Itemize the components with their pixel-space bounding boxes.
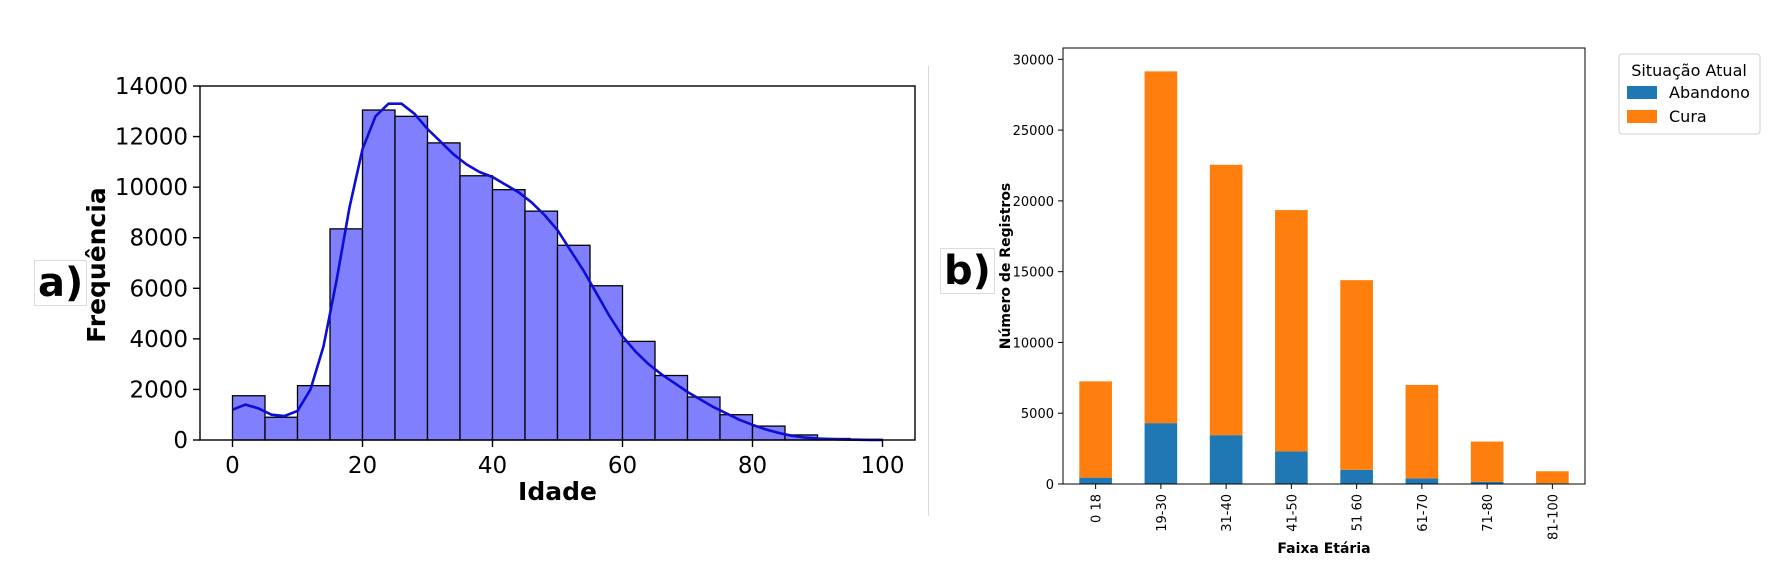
y-axis-title: Número de Registros — [998, 183, 1014, 350]
stacked-bar-cura — [1079, 381, 1112, 478]
y-tick-label: 8000 — [129, 226, 188, 252]
legend-label-cura: Cura — [1669, 107, 1707, 126]
x-tick-label: 80 — [738, 453, 767, 479]
x-tick-label: 71-80 — [1481, 494, 1496, 532]
x-tick-label: 100 — [861, 453, 905, 479]
x-tick-label: 0 18 — [1090, 494, 1105, 523]
stacked-bar-cura — [1470, 441, 1504, 482]
x-tick-label: 20 — [348, 453, 377, 479]
x-tick-label: 60 — [608, 453, 637, 479]
stacked-bar-cura — [1536, 471, 1569, 484]
y-tick-label: 15000 — [1013, 266, 1054, 281]
y-tick-label: 5000 — [1021, 407, 1054, 422]
stacked-bar-abandono — [1275, 451, 1308, 484]
y-tick-label: 0 — [173, 428, 188, 454]
stacked-bar-cura — [1209, 164, 1243, 436]
x-tick-label: 41-50 — [1285, 494, 1300, 532]
legend-title: Situação Atual — [1631, 61, 1747, 80]
x-tick-label: 40 — [478, 453, 507, 479]
legend-swatch-abandono — [1627, 86, 1657, 99]
stacked-bar-abandono — [1470, 481, 1504, 484]
kde-curve — [232, 102, 883, 442]
histogram-bar — [426, 142, 461, 441]
y-tick-label: 6000 — [129, 276, 188, 302]
y-tick-label: 12000 — [115, 125, 188, 151]
x-tick-label: 0 — [225, 453, 240, 479]
y-tick-label: 10000 — [115, 175, 188, 201]
stacked-bar-cura — [1144, 71, 1178, 424]
stacked-bar-abandono — [1079, 477, 1112, 484]
x-tick-label: 19-30 — [1155, 494, 1170, 532]
x-axis-title: Faixa Etária — [1277, 541, 1370, 557]
y-tick-label: 4000 — [129, 327, 188, 353]
stacked-bar-cura — [1275, 210, 1308, 452]
histogram-bar — [556, 244, 591, 441]
y-tick-label: 14000 — [115, 74, 188, 100]
legend-label-abandono: Abandono — [1669, 83, 1750, 102]
x-tick-label: 31-40 — [1220, 494, 1235, 532]
panel-label-a: a) — [34, 260, 88, 306]
panel-label-b: b) — [940, 248, 995, 294]
legend: Situação Atual Abandono Cura — [1618, 53, 1761, 135]
y-tick-label: 10000 — [1013, 336, 1054, 351]
y-tick-label: 20000 — [1013, 195, 1054, 210]
stacked-bar-cura — [1340, 280, 1373, 470]
histogram-bar — [361, 109, 396, 441]
stacked-bar-abandono — [1340, 469, 1373, 484]
stacked-bar-abandono — [1405, 478, 1439, 484]
x-axis-title: Idade — [518, 477, 597, 506]
plot-frame — [199, 85, 916, 441]
stacked-bar-abandono — [1144, 423, 1178, 484]
legend-swatch-cura — [1627, 110, 1657, 123]
y-axis-title: Frequência — [82, 187, 111, 342]
histogram-bar — [621, 340, 656, 441]
x-tick-label: 51 60 — [1351, 494, 1366, 531]
plot-frame — [1062, 47, 1586, 485]
stacked-bar-abandono — [1209, 435, 1243, 484]
y-tick-label: 25000 — [1013, 124, 1054, 139]
histogram-bar — [296, 384, 331, 441]
y-tick-label: 30000 — [1013, 53, 1054, 68]
histogram-chart: 0 2000 4000 6000 8000 10000 12000 14000 0 20 40 60 8… — [82, 74, 916, 506]
y-tick-label: 0 — [1046, 478, 1054, 493]
x-tick-label: 81-100 — [1546, 494, 1561, 540]
histogram-bar — [491, 189, 526, 441]
y-tick-label: 2000 — [129, 377, 188, 403]
histogram-bar — [654, 374, 689, 441]
x-tick-label: 61-70 — [1416, 494, 1431, 532]
stacked-bar-cura — [1405, 384, 1439, 479]
panel-divider — [928, 66, 929, 516]
histogram-bar — [231, 395, 266, 441]
